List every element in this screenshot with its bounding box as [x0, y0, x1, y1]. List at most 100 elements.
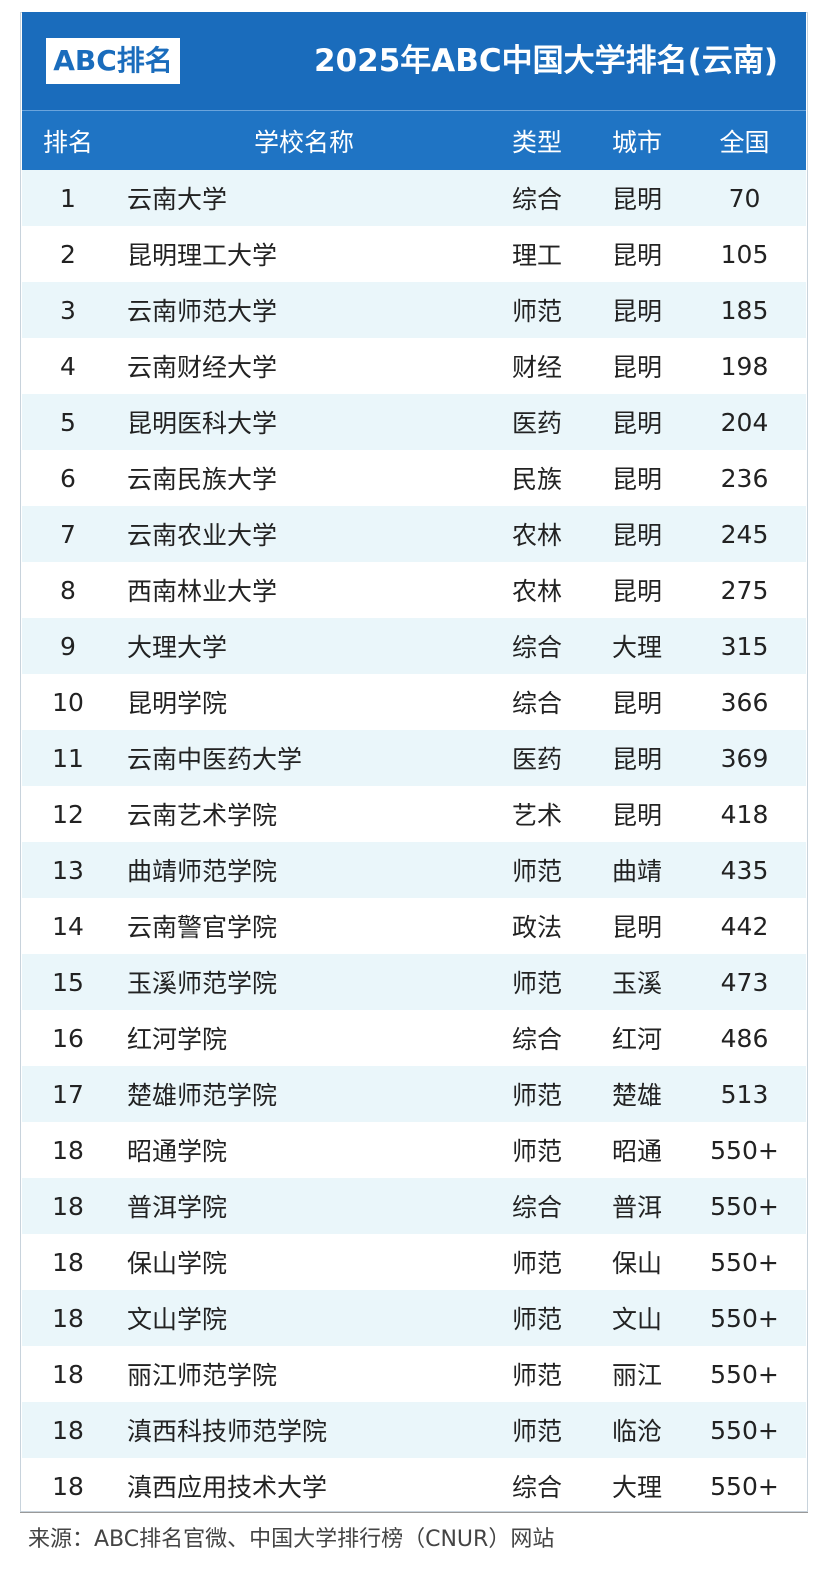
table-row: 11 云南中医药大学 医药 昆明 369: [22, 730, 806, 786]
table-cell: 昆明理工大学: [127, 241, 278, 270]
column-label: 类型: [511, 128, 562, 157]
table-cell: 9: [60, 631, 76, 661]
table-row: 18 普洱学院 综合 普洱 550+: [22, 1178, 806, 1234]
column-header: 排名 学校名称 类型 城市 全国: [22, 110, 806, 171]
table-cell: 550+: [710, 1415, 779, 1445]
table-cell: 理工: [511, 241, 562, 270]
header: ABC排名 2025年ABC中国大学排名(云南): [22, 12, 806, 110]
table-cell: 师范: [511, 1305, 562, 1334]
table-cell: 师范: [511, 1249, 562, 1278]
table-cell: 农林: [511, 521, 562, 550]
table-row: 6 云南民族大学 民族 昆明 236: [22, 450, 806, 506]
table-row: 15 玉溪师范学院 师范 玉溪 473: [22, 954, 806, 1010]
table-cell: 昆明: [611, 913, 662, 942]
table-row: 18 保山学院 师范 保山 550+: [22, 1234, 806, 1290]
table-cell: 西南林业大学: [127, 577, 278, 606]
table-row: 7 云南农业大学 农林 昆明 245: [22, 506, 806, 562]
table-cell: 13: [52, 855, 84, 885]
table-cell: 513: [720, 1079, 769, 1109]
table-row: 18 昭通学院 师范 昭通 550+: [22, 1122, 806, 1178]
table-cell: 550+: [710, 1191, 779, 1221]
table-cell: 楚雄: [611, 1081, 662, 1110]
table-row: 8 西南林业大学 农林 昆明 275: [22, 562, 806, 618]
table-cell: 大理大学: [127, 633, 228, 662]
table-cell: 18: [52, 1191, 84, 1221]
table-cell: 486: [720, 1023, 769, 1053]
table-cell: 昭通学院: [127, 1137, 228, 1166]
table-cell: 473: [720, 967, 769, 997]
table-cell: 550+: [710, 1247, 779, 1277]
table-cell: 236: [720, 463, 769, 493]
table-cell: 医药: [511, 409, 562, 438]
table-cell: 玉溪师范学院: [127, 969, 278, 998]
table-cell: 1: [60, 183, 76, 213]
table-row: 4 云南财经大学 财经 昆明 198: [22, 338, 806, 394]
table-row: 1 云南大学 综合 昆明 70: [22, 170, 806, 226]
source: 来源：ABC排名官微、中国大学排行榜（CNUR）网站: [28, 1527, 555, 1552]
table-cell: 11: [52, 743, 84, 773]
table-cell: 6: [60, 463, 76, 493]
title: 2025年ABC中国大学排名(云南): [314, 43, 778, 79]
table-cell: 315: [720, 631, 769, 661]
table-cell: 105: [720, 239, 769, 269]
table-row: 14 云南警官学院 政法 昆明 442: [22, 898, 806, 954]
table-cell: 云南财经大学: [127, 353, 278, 382]
table-cell: 综合: [511, 689, 562, 718]
table-row: 17 楚雄师范学院 师范 楚雄 513: [22, 1066, 806, 1122]
table-cell: 17: [52, 1079, 84, 1109]
table-cell: 师范: [511, 1137, 562, 1166]
table-cell: 文山: [611, 1305, 662, 1334]
table-cell: 云南艺术学院: [127, 801, 278, 830]
table-cell: 政法: [511, 913, 562, 942]
table-row: 3 云南师范大学 师范 昆明 185: [22, 282, 806, 338]
table-cell: 师范: [511, 1417, 562, 1446]
table-cell: 昆明: [611, 185, 662, 214]
table-cell: 丽江师范学院: [127, 1361, 278, 1390]
table-cell: 红河: [611, 1025, 662, 1054]
table-cell: 丽江: [611, 1361, 662, 1390]
table-cell: 综合: [511, 1473, 562, 1502]
table-cell: 云南农业大学: [127, 521, 278, 550]
table-cell: 师范: [511, 857, 562, 886]
table-cell: 昆明: [611, 465, 662, 494]
table-cell: 昆明: [611, 521, 662, 550]
table-cell: 普洱学院: [127, 1193, 228, 1222]
table-cell: 369: [720, 743, 769, 773]
table-cell: 医药: [511, 745, 562, 774]
table-cell: 昆明: [611, 745, 662, 774]
table-cell: 文山学院: [127, 1305, 228, 1334]
table-cell: 18: [52, 1135, 84, 1165]
table-cell: 5: [60, 407, 76, 437]
table-cell: 大理: [611, 633, 662, 662]
table-cell: 12: [52, 799, 84, 829]
table-cell: 7: [60, 519, 76, 549]
table-cell: 昆明学院: [127, 689, 228, 718]
table-row: 5 昆明医科大学 医药 昆明 204: [22, 394, 806, 450]
table-cell: 4: [60, 351, 76, 381]
table-cell: 农林: [511, 577, 562, 606]
table-row: 18 滇西科技师范学院 师范 临沧 550+: [22, 1402, 806, 1458]
table-cell: 185: [720, 295, 769, 325]
table-cell: 综合: [511, 1025, 562, 1054]
column-label: 全国: [719, 128, 770, 157]
table-cell: 18: [52, 1247, 84, 1277]
table-cell: 418: [720, 799, 769, 829]
table-cell: 普洱: [611, 1193, 662, 1222]
table-cell: 云南警官学院: [127, 913, 278, 942]
footer-line: [20, 1512, 808, 1513]
table-cell: 442: [720, 911, 769, 941]
column-label: 城市: [611, 128, 662, 157]
table-cell: 204: [720, 407, 769, 437]
table-row: 10 昆明学院 综合 昆明 366: [22, 674, 806, 730]
table-cell: 民族: [511, 465, 562, 494]
table-cell: 综合: [511, 633, 562, 662]
table-cell: 昆明: [611, 689, 662, 718]
table-cell: 550+: [710, 1471, 779, 1501]
table-cell: 师范: [511, 969, 562, 998]
table-cell: 滇西应用技术大学: [127, 1473, 328, 1502]
table-row: 12 云南艺术学院 艺术 昆明 418: [22, 786, 806, 842]
table-cell: 18: [52, 1303, 84, 1333]
table-cell: 保山学院: [127, 1249, 228, 1278]
table-cell: 大理: [611, 1473, 662, 1502]
